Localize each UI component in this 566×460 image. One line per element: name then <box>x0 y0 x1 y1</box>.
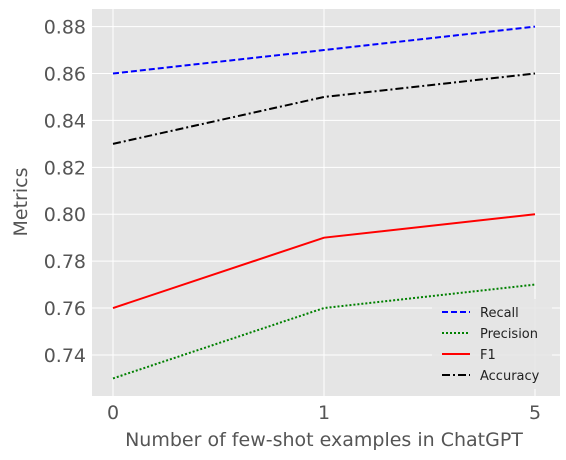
y-tick-labels: 0.74 0.76 0.78 0.80 0.82 0.84 0.86 0.88 <box>44 17 86 367</box>
y-tick-label: 0.88 <box>44 17 86 39</box>
legend-item-f1: F1 <box>442 348 496 363</box>
legend-item-accuracy: Accuracy <box>442 369 540 384</box>
legend-item-recall: Recall <box>442 306 519 321</box>
legend-label-precision: Precision <box>480 327 538 342</box>
x-axis-title: Number of few-shot examples in ChatGPT <box>125 429 523 451</box>
y-tick-label: 0.84 <box>44 110 86 132</box>
y-tick-label: 0.78 <box>44 251 86 273</box>
y-tick-label: 0.82 <box>44 157 86 179</box>
legend-label-accuracy: Accuracy <box>480 369 540 384</box>
x-tick-label: 1 <box>318 402 330 424</box>
legend: Recall Precision F1 Accuracy <box>432 299 552 389</box>
x-tick-label: 5 <box>529 402 541 424</box>
y-tick-label: 0.86 <box>44 64 86 86</box>
y-tick-label: 0.74 <box>44 345 86 367</box>
y-tick-label: 0.80 <box>44 204 86 226</box>
x-tick-labels: 0 1 5 <box>107 402 541 424</box>
series-line-recall <box>112 25 536 75</box>
series-line-f1 <box>112 213 536 309</box>
y-tick-label: 0.76 <box>44 298 86 320</box>
series-line-accuracy <box>112 72 536 145</box>
x-tick-label: 0 <box>107 402 119 424</box>
series-lines <box>112 25 536 380</box>
legend-label-f1: F1 <box>480 348 496 363</box>
legend-box <box>432 299 552 389</box>
y-axis-title: Metrics <box>10 168 32 237</box>
legend-label-recall: Recall <box>480 306 519 321</box>
legend-item-precision: Precision <box>442 327 538 342</box>
